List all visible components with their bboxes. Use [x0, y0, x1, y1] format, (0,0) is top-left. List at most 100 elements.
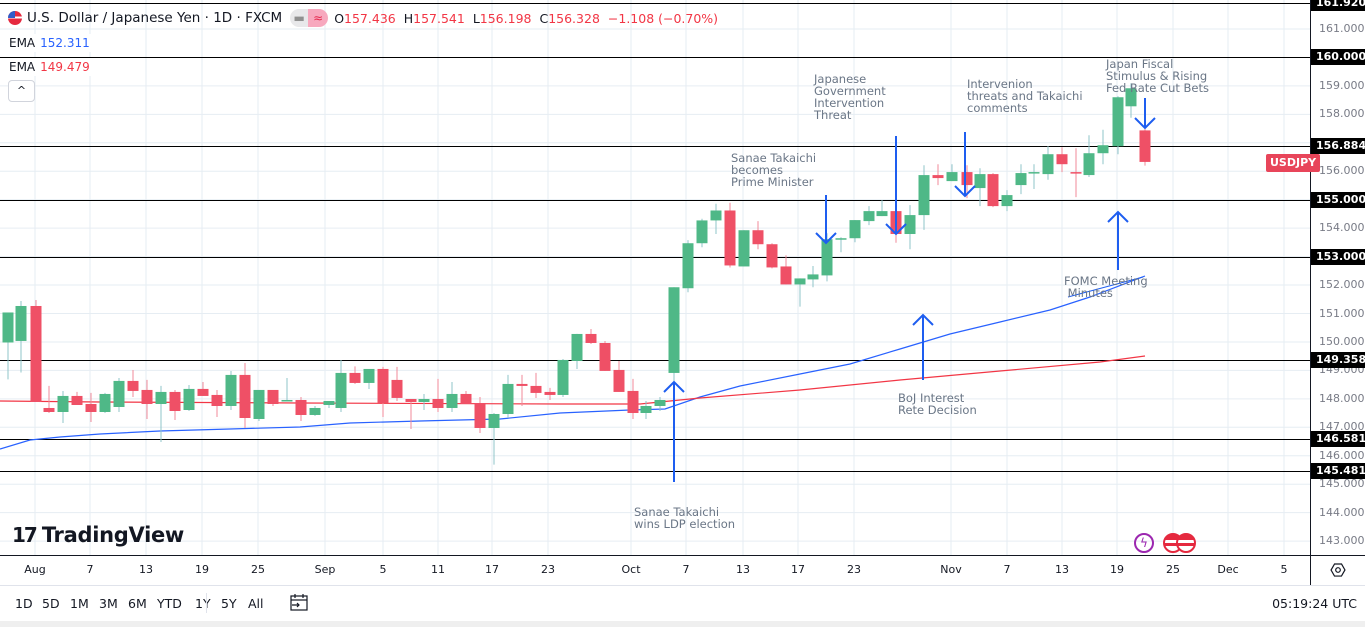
time-tick-label: 13: [1055, 563, 1069, 576]
time-tick-label: 23: [541, 563, 555, 576]
chart-annotation-text[interactable]: BoJ Interest Rete Decision: [898, 391, 977, 417]
price-tick-label: 150.000: [1319, 334, 1365, 348]
level-price-label: 160.000: [1311, 49, 1365, 66]
candle-body: [323, 400, 335, 405]
candle-body: [904, 215, 916, 235]
candle-body: [363, 368, 375, 383]
chart-annotation-text[interactable]: Sanae Takaichi becomes Prime Minister: [731, 151, 817, 189]
us-flag-event-icon[interactable]: [1176, 533, 1196, 553]
candle-body: [71, 395, 83, 405]
open-value: 157.436: [344, 10, 396, 26]
symbol-tag: USDJPY: [1266, 154, 1321, 172]
ema-fast-label: EMA: [9, 36, 36, 50]
price-tick-label: 158.000: [1319, 107, 1365, 121]
arrow-head-icon: [954, 185, 976, 198]
time-tick-label: Nov: [940, 563, 962, 576]
candle-body: [599, 342, 611, 371]
price-tick-label: 156.000: [1319, 164, 1365, 178]
candle-body: [211, 394, 223, 406]
arrow-head-icon: [912, 313, 934, 326]
candle-body: [1056, 154, 1068, 165]
market-status-pill[interactable]: ▬ ≈: [290, 9, 329, 27]
arrow-head-icon: [885, 223, 907, 236]
candle-body: [127, 380, 139, 391]
tradingview-logo-text: TradingView: [41, 523, 185, 547]
candle-body: [253, 389, 265, 419]
range-button-3m[interactable]: 3M: [99, 596, 118, 611]
candle-body: [961, 172, 973, 186]
candle-body: [766, 244, 778, 268]
level-price-label: 145.481: [1311, 462, 1365, 479]
candle-body: [682, 243, 694, 289]
time-tick-label: 19: [1110, 563, 1124, 576]
symbol-title[interactable]: U.S. Dollar / Japanese Yen · 1D · FXCM: [27, 10, 283, 26]
toolbar-divider: [206, 593, 207, 613]
candle-body: [1028, 172, 1040, 174]
range-button-all[interactable]: All: [248, 596, 264, 611]
price-tick-label: 145.000: [1319, 477, 1365, 491]
level-price-label: 161.920: [1311, 0, 1365, 11]
tradingview-logo[interactable]: 17 TradingView: [12, 523, 184, 547]
time-tick-label: 23: [847, 563, 861, 576]
range-button-5y[interactable]: 5Y: [221, 596, 237, 611]
ohlc-values: O157.436 H157.541 L156.198 C156.328 −1.1…: [334, 11, 722, 26]
candle-body: [1125, 88, 1137, 107]
candle-body: [197, 388, 209, 396]
range-button-6m[interactable]: 6M: [128, 596, 147, 611]
candle-body: [516, 383, 528, 386]
range-button-1y[interactable]: 1Y: [195, 596, 211, 611]
range-button-1d[interactable]: 1D: [15, 596, 33, 611]
candle-body: [1015, 173, 1027, 186]
candle-body: [863, 211, 875, 222]
arrow-head-icon: [663, 380, 685, 393]
candle-body: [474, 403, 486, 428]
chart-annotation-text[interactable]: Japan Fiscal Stimulus & Rising Fed Rate …: [1106, 57, 1209, 95]
settings-icon[interactable]: [1330, 562, 1346, 578]
candle-body: [267, 389, 279, 404]
chart-annotation-text[interactable]: FOMC Meeting Minutes: [1064, 274, 1148, 300]
range-button-ytd[interactable]: YTD: [157, 596, 182, 611]
calendar-goto-date-icon[interactable]: [289, 592, 309, 612]
candle-body: [391, 379, 403, 398]
bottom-toolbar: 1D 5D 1M 3M 6M YTD 1Y 5Y All 05:19:24 UTC: [0, 585, 1365, 621]
candle-body: [932, 175, 944, 179]
level-price-label: 146.581: [1311, 431, 1365, 448]
lightning-event-icon[interactable]: ϟ: [1134, 533, 1154, 553]
high-label: H: [403, 10, 414, 26]
candle-body: [15, 305, 27, 341]
ema-slow-row[interactable]: EMA 149.479: [7, 58, 93, 76]
trend-line: [1067, 276, 1144, 298]
collapse-legend-button[interactable]: ^: [8, 80, 35, 102]
change-value: −1.108 (−0.70%): [607, 10, 719, 26]
time-tick-label: 7: [1003, 563, 1011, 576]
time-tick-label: 19: [195, 563, 209, 576]
footer-strip: [0, 621, 1365, 627]
price-tick-label: 147.000: [1319, 420, 1365, 434]
time-tick-label: Sep: [314, 563, 336, 576]
candle-body: [113, 380, 125, 407]
ema-fast-row[interactable]: EMA 152.311: [7, 34, 93, 52]
chart-annotation-text[interactable]: Intervenion threats and Takaichi comment…: [967, 77, 1083, 115]
chart-annotation-text[interactable]: Japanese Government Intervention Threat: [814, 72, 886, 122]
range-button-5d[interactable]: 5D: [42, 596, 60, 611]
price-tick-label: 144.000: [1319, 505, 1365, 519]
candle-body: [738, 230, 750, 267]
candle-body: [571, 333, 583, 361]
chart-annotation-text[interactable]: Sanae Takaichi wins LDP election: [634, 505, 736, 531]
candle-body: [849, 220, 861, 239]
candle-body: [377, 368, 389, 404]
candle-body: [183, 388, 195, 411]
timezone-clock[interactable]: 05:19:24 UTC: [1272, 596, 1357, 611]
candle-body: [141, 389, 153, 404]
ema-fast-value: 152.311: [40, 36, 90, 50]
time-tick-label: 7: [86, 563, 94, 576]
candle-body: [807, 274, 819, 280]
price-tick-label: 159.000: [1319, 78, 1365, 92]
candle-body: [794, 278, 806, 285]
range-button-1m[interactable]: 1M: [70, 596, 89, 611]
price-tick-label: 148.000: [1319, 391, 1365, 405]
level-price-label: 156.884: [1311, 138, 1365, 155]
candle-body: [1001, 195, 1013, 207]
